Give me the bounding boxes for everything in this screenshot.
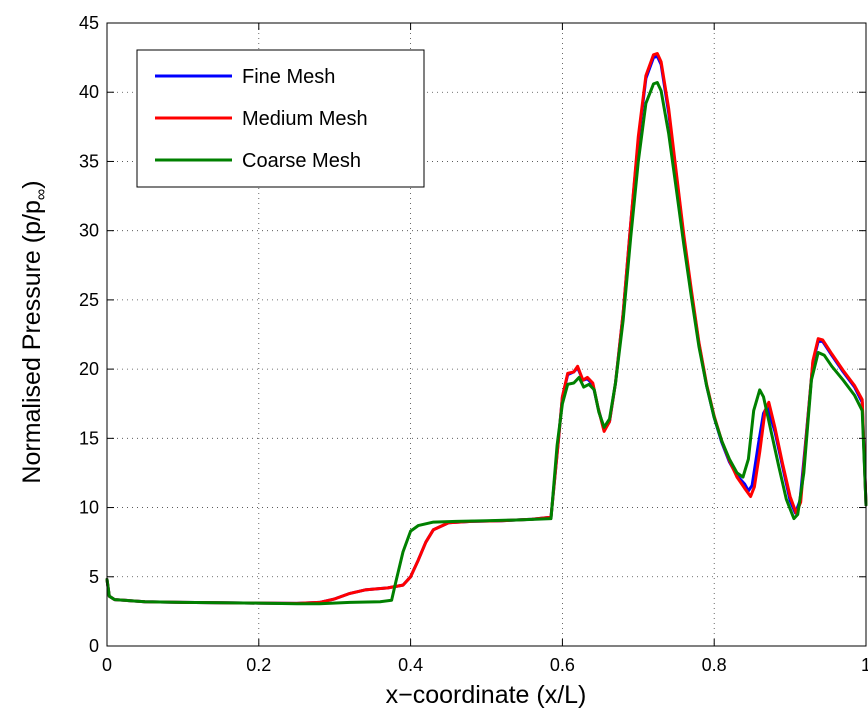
axis-ticks: [106, 22, 867, 647]
y-tick-label: 30: [79, 221, 99, 241]
x-tick-label: 0: [102, 655, 112, 675]
y-tick-label: 45: [79, 13, 99, 33]
legend-label-medium: Medium Mesh: [242, 108, 368, 130]
y-axis-label-subscript: ∞: [33, 189, 50, 200]
plot-frame: [106, 22, 867, 647]
y-axis-label-close: ): [18, 180, 46, 188]
y-axis-label: Normalised Pressure (p/p∞): [18, 180, 50, 483]
y-tick-label: 5: [89, 567, 99, 587]
coarse-mesh-line: [105, 81, 868, 606]
x-tick-label: 0.6: [550, 655, 575, 675]
legend-label-coarse: Coarse Mesh: [242, 150, 361, 172]
x-tick-label: 0.8: [702, 655, 727, 675]
y-tick-label: 10: [79, 498, 99, 518]
y-axis-label-main: Normalised Pressure (p/p: [18, 200, 46, 483]
series-layer: [105, 52, 868, 606]
x-tick-label: 0.2: [246, 655, 271, 675]
x-tick-label: 0.4: [398, 655, 423, 675]
y-tick-label: 25: [79, 290, 99, 310]
legend: Fine Mesh Medium Mesh Coarse Mesh: [136, 49, 425, 188]
y-tick-label: 15: [79, 428, 99, 448]
y-tick-label: 40: [79, 82, 99, 102]
x-axis-label: x−coordinate (x/L): [386, 681, 587, 709]
y-tick-label: 0: [89, 636, 99, 656]
x-tick-label: 1: [861, 655, 868, 675]
y-tick-label: 20: [79, 359, 99, 379]
y-tick-label: 35: [79, 151, 99, 171]
legend-label-fine: Fine Mesh: [242, 66, 335, 88]
